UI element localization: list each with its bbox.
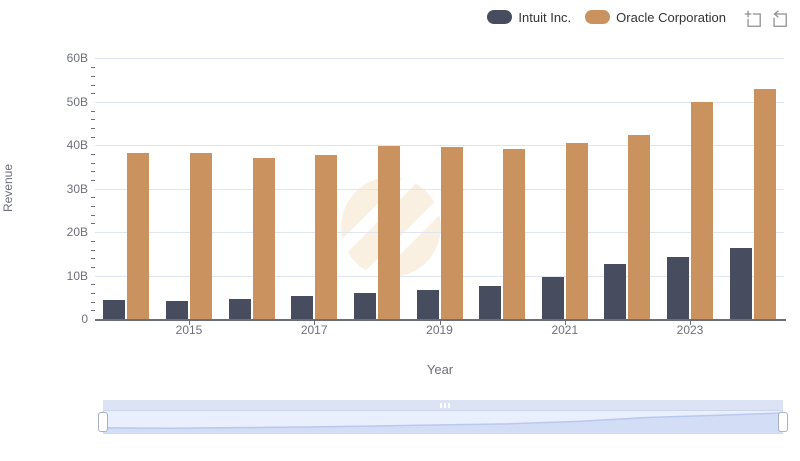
y-axis-minor-tick xyxy=(91,240,95,242)
zoom-restore-icon[interactable] xyxy=(770,10,788,28)
gridline-60B xyxy=(95,58,784,60)
bar-oracle-2021[interactable] xyxy=(565,143,588,319)
intuit-legend-swatch xyxy=(487,10,513,24)
bar-oracle-2020[interactable] xyxy=(503,149,526,319)
y-axis-minor-tick xyxy=(91,180,95,181)
bar-intuit-2024[interactable] xyxy=(729,248,752,319)
gridline-50B xyxy=(95,101,784,103)
y-axis-minor-tick xyxy=(91,75,95,77)
y-axis-minor-tick xyxy=(91,93,95,95)
slider-data-shadow xyxy=(103,412,783,434)
oracle-legend-label: Oracle Corporation xyxy=(616,9,726,25)
bar-intuit-2016[interactable] xyxy=(228,298,251,319)
legend-item-oracle[interactable]: Oracle Corporation xyxy=(585,10,726,25)
legend: Intuit Inc. Oracle Corporation xyxy=(487,6,788,28)
y-axis-title: Revenue xyxy=(1,163,15,213)
bar-oracle-2014[interactable] xyxy=(127,152,150,319)
bar-oracle-2024[interactable] xyxy=(753,88,776,319)
slider-left-handle[interactable] xyxy=(98,412,108,432)
x-axis-tick-2023 xyxy=(690,320,691,325)
y-axis-minor-tick xyxy=(91,223,95,225)
bar-intuit-2015[interactable] xyxy=(166,300,188,319)
gridline-20B xyxy=(95,232,784,234)
x-axis-label-2017: 2017 xyxy=(300,323,328,337)
bar-oracle-2019[interactable] xyxy=(440,147,463,319)
y-axis-minor-tick xyxy=(91,301,95,303)
x-axis-tick-2021 xyxy=(564,320,566,325)
bar-oracle-2015[interactable] xyxy=(190,153,212,319)
bar-intuit-2017[interactable] xyxy=(291,296,314,319)
x-axis-label-2023: 2023 xyxy=(676,323,704,337)
x-axis-tick-2019 xyxy=(439,320,441,325)
x-axis-label-2019: 2019 xyxy=(426,323,453,337)
bar-oracle-2017[interactable] xyxy=(315,155,338,319)
gridline-40B xyxy=(95,145,784,147)
x-axis-tick-2015 xyxy=(189,320,190,325)
y-axis-minor-tick xyxy=(91,171,95,173)
y-axis-label-20: 20B xyxy=(66,225,88,240)
bar-oracle-2018[interactable] xyxy=(377,146,400,319)
y-axis-minor-tick xyxy=(91,136,95,138)
y-axis-minor-tick xyxy=(91,67,95,69)
x-axis-title: Year xyxy=(426,362,454,377)
y-axis-minor-tick xyxy=(91,292,95,294)
bar-oracle-2016[interactable] xyxy=(252,158,275,319)
bar-intuit-2020[interactable] xyxy=(479,285,502,319)
y-axis-minor-tick xyxy=(91,84,95,86)
y-axis-minor-tick xyxy=(91,162,95,164)
y-axis-label-0: 0 xyxy=(81,312,88,326)
y-axis-minor-tick xyxy=(91,258,95,260)
toolbox xyxy=(744,6,788,28)
gridline-10B xyxy=(95,275,784,277)
gridline-30B xyxy=(95,188,784,190)
slider-move-dots xyxy=(438,402,452,408)
y-axis-minor-tick xyxy=(91,266,95,268)
y-axis-minor-tick xyxy=(91,310,95,312)
bar-intuit-2022[interactable] xyxy=(604,263,627,319)
y-axis-minor-tick xyxy=(91,154,95,155)
bar-intuit-2018[interactable] xyxy=(353,292,376,319)
y-axis-label-30: 30B xyxy=(66,181,88,196)
y-axis-minor-tick xyxy=(91,249,95,251)
y-axis-minor-tick xyxy=(91,127,95,129)
y-axis-minor-tick xyxy=(91,214,95,216)
y-axis-label-40: 40B xyxy=(66,138,88,153)
bar-intuit-2014[interactable] xyxy=(103,299,126,319)
legend-item-intuit[interactable]: Intuit Inc. xyxy=(487,10,571,25)
slider-move-handle[interactable] xyxy=(103,400,783,410)
bar-intuit-2019[interactable] xyxy=(416,289,439,319)
y-axis-minor-tick xyxy=(91,110,95,112)
y-axis-minor-tick xyxy=(91,206,95,208)
y-axis-label-10: 10B xyxy=(66,268,88,283)
bar-intuit-2021[interactable] xyxy=(541,277,564,319)
x-axis-line xyxy=(95,318,786,321)
bar-oracle-2023[interactable] xyxy=(691,101,713,319)
y-axis-label-50: 50B xyxy=(66,94,88,109)
slider-right-handle[interactable] xyxy=(778,412,788,432)
data-zoom-icon[interactable] xyxy=(744,10,762,28)
x-axis-label-2021: 2021 xyxy=(551,323,579,337)
y-axis-minor-tick xyxy=(91,197,95,199)
x-axis-label-2015: 2015 xyxy=(175,323,203,337)
y-axis-minor-tick xyxy=(91,284,95,286)
oracle-legend-swatch xyxy=(585,10,611,24)
intuit-legend-label: Intuit Inc. xyxy=(518,9,572,25)
x-axis-tick-2017 xyxy=(314,320,316,325)
y-axis-minor-tick xyxy=(91,119,95,121)
bar-oracle-2022[interactable] xyxy=(628,134,651,319)
bar-intuit-2023[interactable] xyxy=(667,256,689,319)
y-axis-label-60: 60B xyxy=(66,51,88,66)
